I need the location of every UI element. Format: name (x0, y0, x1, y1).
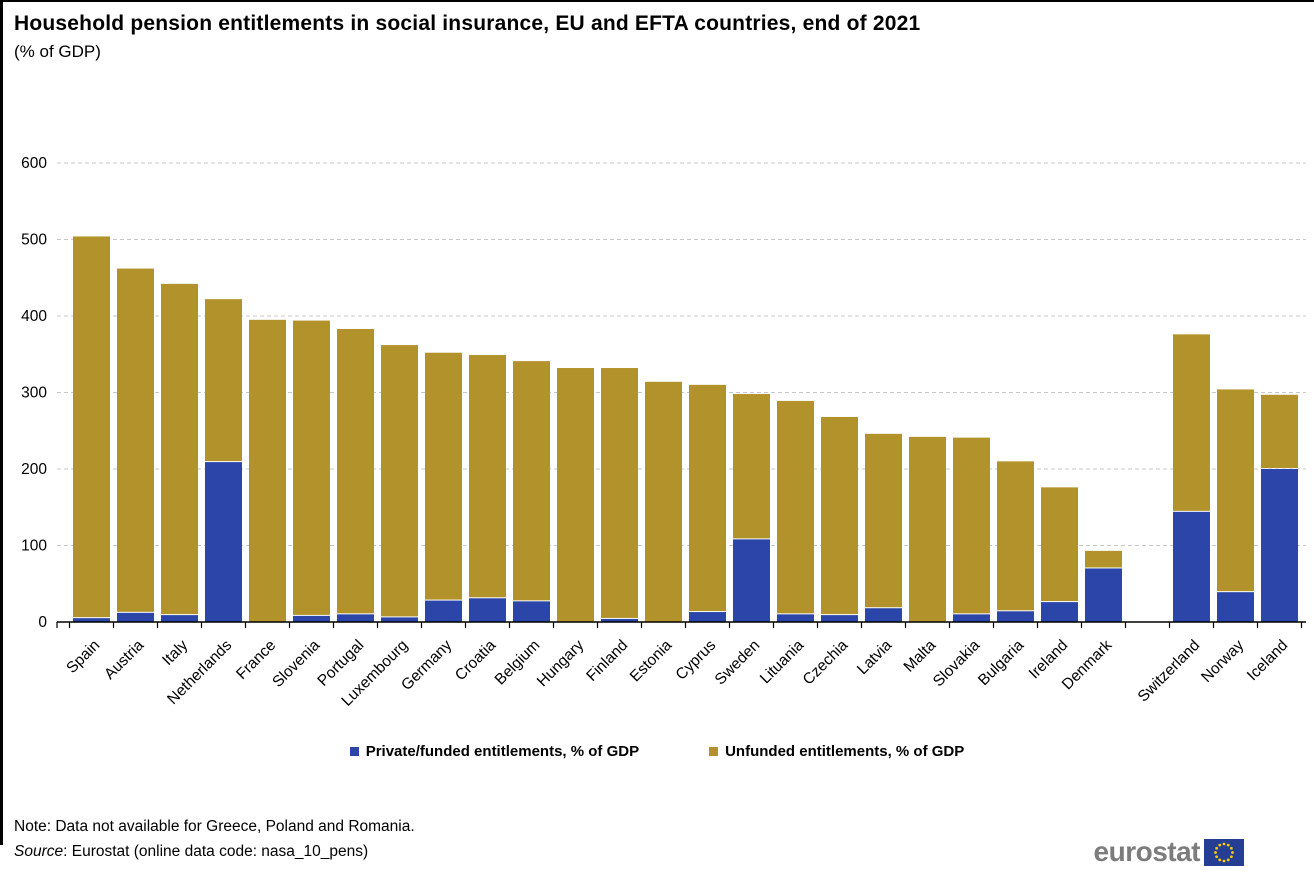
svg-text:Sweden: Sweden (712, 637, 764, 689)
svg-text:500: 500 (21, 232, 47, 249)
svg-text:Iceland: Iceland (1244, 637, 1291, 684)
svg-text:Spain: Spain (63, 637, 103, 677)
svg-text:Estonia: Estonia (627, 637, 676, 686)
legend-label-funded: Private/funded entitlements, % of GDP (365, 743, 640, 760)
svg-text:Switzerland: Switzerland (1135, 637, 1204, 706)
svg-text:400: 400 (21, 308, 47, 325)
source-detail: : Eurostat (online data code: nasa_10_pe… (63, 843, 369, 860)
image-border-top (0, 0, 1314, 2)
source-label: Source (14, 843, 64, 860)
svg-text:Hungary: Hungary (534, 637, 588, 691)
svg-text:Norway: Norway (1198, 637, 1247, 686)
chart-legend: Private/funded entitlements, % of GDP Un… (0, 743, 1314, 760)
svg-text:300: 300 (21, 385, 47, 402)
eurostat-logo-text: eurostat (1093, 836, 1201, 867)
legend-item-unfunded: Unfunded entitlements, % of GDP (709, 743, 964, 760)
page-subtitle: (% of GDP) (14, 42, 101, 61)
page-title: Household pension entitlements in social… (14, 12, 921, 35)
note-text: Note: Data not available for Greece, Pol… (14, 818, 415, 835)
svg-text:200: 200 (21, 461, 47, 478)
funded-series-swatch-icon (349, 747, 359, 756)
image-border-left (0, 0, 3, 845)
svg-text:Italy: Italy (159, 637, 191, 669)
eu-flag-icon (1204, 838, 1244, 866)
svg-text:Latvia: Latvia (854, 637, 896, 679)
svg-text:Czechia: Czechia (800, 637, 852, 689)
svg-text:Austria: Austria (101, 637, 147, 683)
svg-text:Slovenia: Slovenia (269, 637, 323, 691)
unfunded-series-swatch-icon (709, 747, 719, 756)
svg-text:Bulgaria: Bulgaria (975, 637, 1028, 690)
svg-text:Slovakia: Slovakia (930, 637, 984, 691)
svg-text:100: 100 (21, 538, 47, 555)
source-text: Source: Eurostat (online data code: nasa… (14, 843, 368, 861)
svg-text:0: 0 (38, 614, 47, 631)
svg-text:Malta: Malta (901, 637, 940, 676)
legend-item-funded: Private/funded entitlements, % of GDP (349, 743, 640, 760)
svg-text:Finland: Finland (583, 637, 631, 685)
svg-text:Lituania: Lituania (757, 637, 808, 688)
legend-label-unfunded: Unfunded entitlements, % of GDP (725, 743, 965, 760)
svg-text:600: 600 (21, 155, 47, 172)
eurostat-logo: eurostat (1094, 838, 1244, 866)
